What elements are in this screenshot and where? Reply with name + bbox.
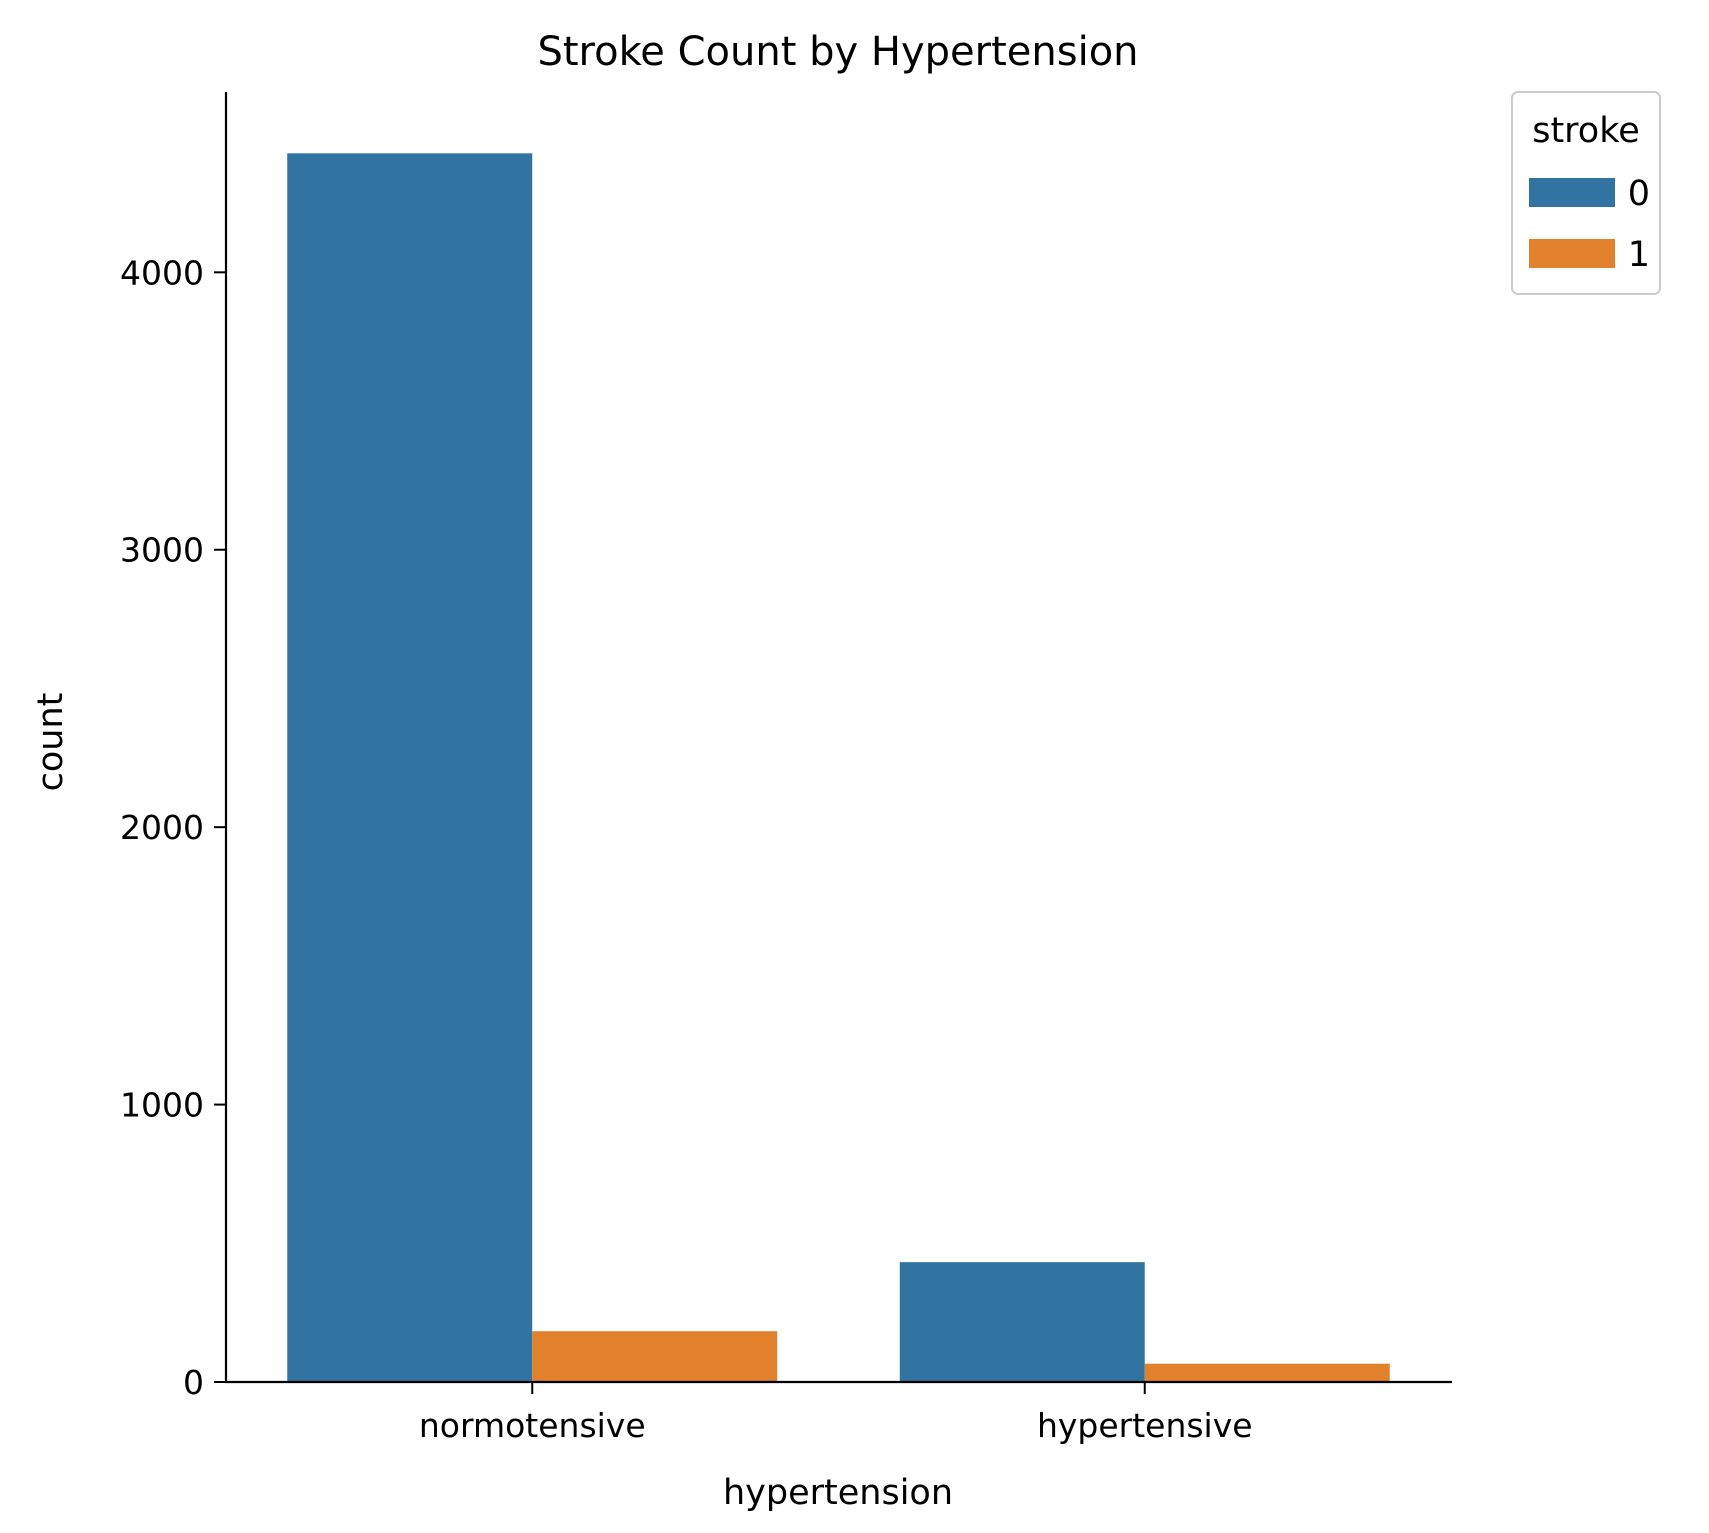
bar-normotensive-stroke-0 bbox=[287, 153, 533, 1382]
legend-label-stroke-1: 1 bbox=[1628, 235, 1650, 275]
bars-layer bbox=[287, 153, 1390, 1382]
legend: stroke 01 bbox=[1511, 91, 1661, 295]
bar-hypertensive-stroke-1 bbox=[1144, 1363, 1390, 1382]
y-tick-label: 3000 bbox=[120, 531, 204, 570]
legend-swatch-stroke-0 bbox=[1529, 178, 1615, 207]
y-tick-label: 2000 bbox=[120, 808, 204, 847]
bar-hypertensive-stroke-0 bbox=[899, 1262, 1145, 1382]
x-tick-label: hypertensive bbox=[1037, 1406, 1253, 1445]
y-axis-label: count bbox=[31, 693, 71, 792]
y-tick-label: 0 bbox=[183, 1363, 204, 1402]
chart-title: Stroke Count by Hypertension bbox=[537, 29, 1138, 75]
legend-swatch-stroke-1 bbox=[1529, 239, 1615, 268]
legend-label-stroke-0: 0 bbox=[1628, 174, 1650, 214]
x-ticks: normotensive hypertensive bbox=[419, 1382, 1253, 1445]
y-tick-label: 1000 bbox=[120, 1086, 204, 1125]
y-tick-label: 4000 bbox=[120, 253, 204, 292]
bar-normotensive-stroke-1 bbox=[532, 1331, 778, 1382]
legend-title: stroke bbox=[1532, 111, 1640, 151]
legend-items: 01 bbox=[1529, 174, 1650, 275]
y-ticks: 0 1000 2000 3000 4000 bbox=[120, 253, 226, 1402]
x-axis-label: hypertension bbox=[723, 1473, 953, 1513]
x-tick-label: normotensive bbox=[419, 1406, 646, 1445]
